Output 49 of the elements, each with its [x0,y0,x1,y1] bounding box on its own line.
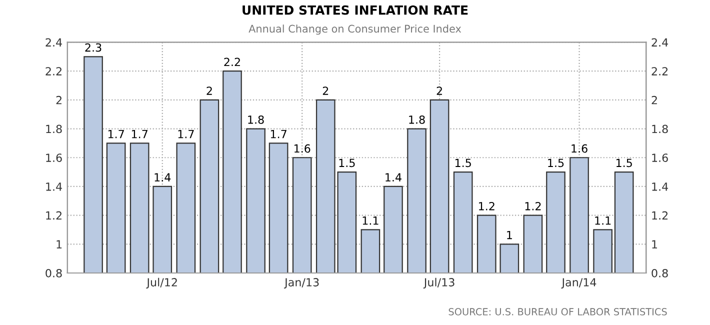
data-label: 1.8 [248,115,264,124]
data-label: 1.5 [548,158,564,168]
x-tick-label: Jan/13 [284,278,319,289]
data-label: 1.7 [270,130,286,138]
y2-tick-label: 0.8 [652,268,668,278]
data-label: 2.2 [224,58,240,66]
y2-tick-label: 2.4 [652,38,668,46]
y2-tick-label: 2 [652,96,657,104]
source-note: SOURCE: U.S. BUREAU OF LABOR STATISTICS [448,308,667,316]
data-label: 1.2 [525,202,541,210]
y2-tick-label: 1.6 [652,154,668,162]
data-label: 2 [322,86,328,95]
y-tick-label: 1.8 [46,124,62,134]
y-tick-label: 2.4 [46,38,62,46]
y2-tick-label: 1.4 [652,182,668,191]
data-label: 1.5 [455,158,471,168]
y2-tick-label: 1 [652,240,658,248]
data-label: 1 [507,230,512,240]
x-tick-label: Jul/13 [423,278,454,289]
data-label: 1.2 [479,202,494,210]
y2-tick-label: 2.2 [652,67,668,76]
data-label: 1.1 [595,216,611,225]
data-label: 1.5 [339,158,355,168]
data-label: 1.7 [132,130,148,138]
y-tick-label: 1.6 [46,154,62,162]
y-tick-label: 1 [56,240,62,248]
data-label: 1.4 [386,173,402,182]
x-tick-label: Jul/12 [146,278,177,289]
x-tick-label: Jan/14 [561,278,596,289]
data-label: 1.8 [409,115,425,124]
y2-tick-label: 1.8 [652,124,668,134]
y2-tick-label: 1.2 [652,211,668,220]
y-tick-label: 1.4 [46,182,62,191]
data-label: 1.6 [294,144,310,153]
chart-title: UNITED STATES INFLATION RATE [242,5,468,15]
y-tick-label: 2 [56,96,62,104]
data-label: 1.5 [616,158,632,168]
data-label: 2 [436,86,442,95]
data-label: 2 [206,86,212,95]
data-label: 2.3 [85,43,102,52]
chart-subtitle: Annual Change on Consumer Price Index [248,24,462,35]
data-label: 1.4 [154,173,171,182]
y-tick-label: 0.8 [46,268,62,278]
data-label: 1.7 [178,130,194,138]
data-label: 1.1 [362,216,378,225]
data-label: 1.6 [572,144,588,153]
data-label: 1.7 [108,130,124,138]
y-tick-label: 2.2 [46,67,62,76]
y-tick-label: 1.2 [46,211,62,220]
